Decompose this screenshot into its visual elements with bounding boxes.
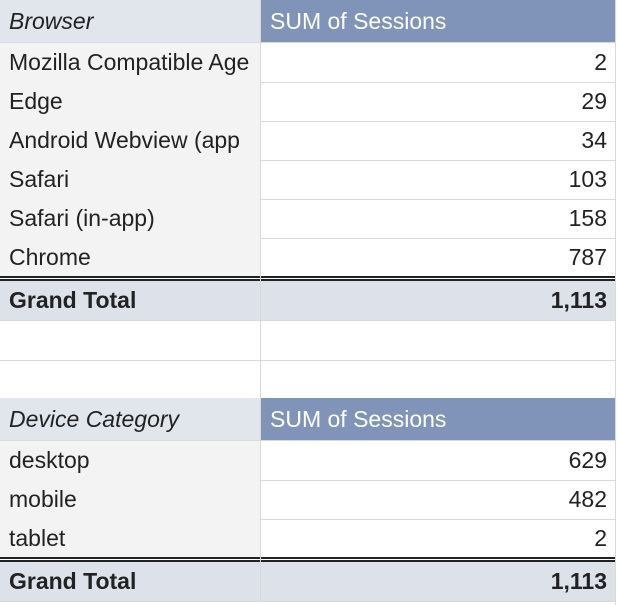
row-label: tablet (0, 519, 260, 558)
header-dimension: Browser (0, 0, 260, 42)
total-separator (0, 557, 615, 562)
grid-line (615, 0, 616, 605)
total-label: Grand Total (0, 281, 260, 320)
row-label: Safari (0, 160, 260, 199)
grid-line (0, 121, 615, 122)
grid-line (0, 42, 615, 43)
grid-line (0, 601, 615, 602)
grid-line (0, 320, 615, 321)
grid-line (0, 360, 615, 361)
grid-line (0, 440, 615, 441)
total-value: 1,113 (261, 562, 615, 601)
row-value: 103 (568, 166, 607, 192)
header-dimension: Device Category (0, 398, 260, 440)
row-label: mobile (0, 480, 260, 519)
grid-line (0, 160, 615, 161)
row-value: 2 (594, 525, 607, 551)
total-value: 1,113 (261, 281, 615, 320)
row-value: 29 (581, 88, 607, 114)
grid-line (0, 480, 615, 481)
row-value: 629 (568, 447, 607, 473)
grid-line (0, 82, 615, 83)
row-label: Edge (0, 82, 260, 121)
row-label: Android Webview (app (0, 121, 260, 160)
row-value: 158 (568, 205, 607, 231)
total-separator (0, 276, 615, 281)
row-label: Chrome (0, 238, 260, 277)
grid-line (0, 238, 615, 239)
header-metric: SUM of Sessions (261, 0, 615, 42)
row-label: Safari (in-app) (0, 199, 260, 238)
row-label: desktop (0, 441, 260, 480)
grid-line (0, 519, 615, 520)
row-label: Mozilla Compatible Age (0, 43, 260, 82)
grid-line (260, 398, 261, 601)
row-value: 787 (568, 244, 607, 270)
total-label: Grand Total (0, 562, 260, 601)
grid-line (260, 0, 261, 320)
header-metric: SUM of Sessions (261, 398, 615, 440)
grid-line (0, 199, 615, 200)
row-value: 2 (594, 49, 607, 75)
row-value: 34 (581, 127, 607, 153)
row-value: 482 (568, 486, 607, 512)
